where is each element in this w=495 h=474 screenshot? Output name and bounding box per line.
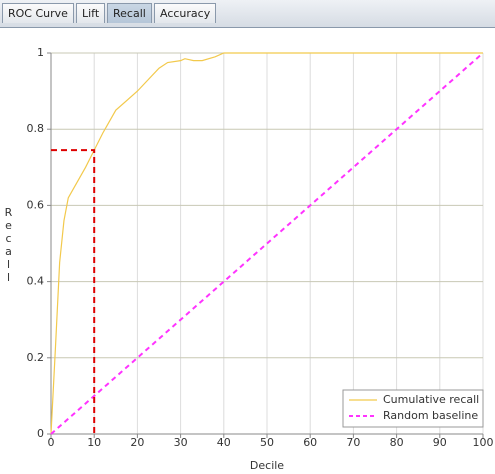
y-tick-label: 0 xyxy=(37,427,44,440)
x-tick-label: 70 xyxy=(346,436,360,449)
x-tick-label: 20 xyxy=(130,436,144,449)
x-tick-label: 100 xyxy=(473,436,494,449)
y-tick-label: 0.2 xyxy=(27,351,45,364)
tab[interactable]: Lift xyxy=(76,3,106,23)
tab-bar: ROC Curve Lift Recall Accuracy xyxy=(0,0,495,28)
y-tick-label: 0.6 xyxy=(27,198,45,211)
marker-line xyxy=(51,149,96,434)
y-tick-label: 1 xyxy=(37,46,44,59)
x-tick-label: 80 xyxy=(390,436,404,449)
y-axis-label: Recall xyxy=(2,206,15,284)
tab[interactable]: Recall xyxy=(107,3,152,23)
x-tick-label: 10 xyxy=(87,436,101,449)
x-tick-label: 0 xyxy=(48,436,55,449)
legend xyxy=(342,389,484,428)
x-tick-label: 90 xyxy=(433,436,447,449)
y-tick-label: 0.4 xyxy=(27,275,45,288)
series-line xyxy=(50,52,484,435)
x-axis-label: Decile xyxy=(250,459,284,472)
x-tick-label: 30 xyxy=(174,436,188,449)
legend-label: Random baseline xyxy=(383,409,478,422)
x-tick-label: 50 xyxy=(260,436,274,449)
x-tick-label: 40 xyxy=(217,436,231,449)
series-line xyxy=(50,52,483,435)
y-tick-label: 0.8 xyxy=(27,122,45,135)
tab[interactable]: ROC Curve xyxy=(2,3,74,23)
x-tick-label: 60 xyxy=(303,436,317,449)
tab[interactable]: Accuracy xyxy=(154,3,217,23)
legend-label: Cumulative recall xyxy=(383,393,479,406)
chart: Decile Recall 0 10 20 30 40 50 60 70 80 90 100 0 0.2… xyxy=(2,46,494,472)
